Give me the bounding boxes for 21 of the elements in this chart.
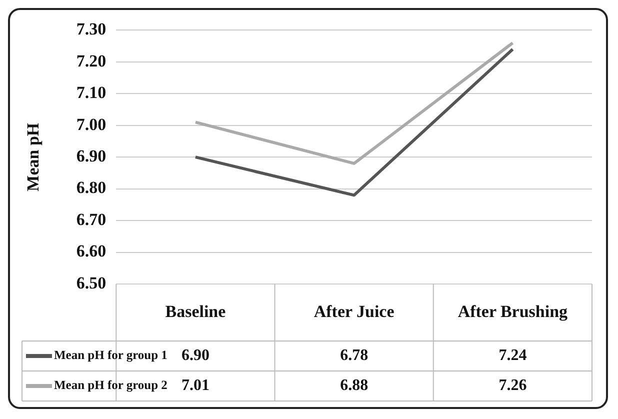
- y-axis-title: Mean pH: [24, 122, 43, 192]
- y-tick-label: 7.00: [76, 114, 106, 134]
- y-tick-label: 7.10: [76, 83, 106, 102]
- data-label: 6.88: [340, 377, 368, 394]
- y-tick-label: 6.70: [76, 210, 106, 229]
- legend-label: Mean pH for group 2: [54, 378, 168, 392]
- data-label: 6.90: [181, 347, 210, 364]
- y-tick-label: 6.80: [76, 178, 106, 198]
- x-tick-label: After Brushing: [458, 302, 568, 321]
- data-label: 7.01: [181, 377, 210, 394]
- y-tick-label: 6.90: [76, 146, 106, 166]
- legend-label: Mean pH for group 1: [54, 348, 168, 362]
- y-tick-label: 7.30: [76, 20, 106, 39]
- data-label: 6.78: [340, 347, 368, 364]
- x-tick-label: Baseline: [165, 302, 226, 321]
- data-label: 7.24: [498, 347, 527, 364]
- x-tick-label: After Juice: [314, 302, 395, 321]
- y-tick-label: 6.50: [76, 273, 106, 292]
- y-tick-label: 6.60: [76, 242, 106, 261]
- y-tick-label: 7.20: [76, 51, 106, 70]
- data-label: 7.26: [498, 377, 527, 394]
